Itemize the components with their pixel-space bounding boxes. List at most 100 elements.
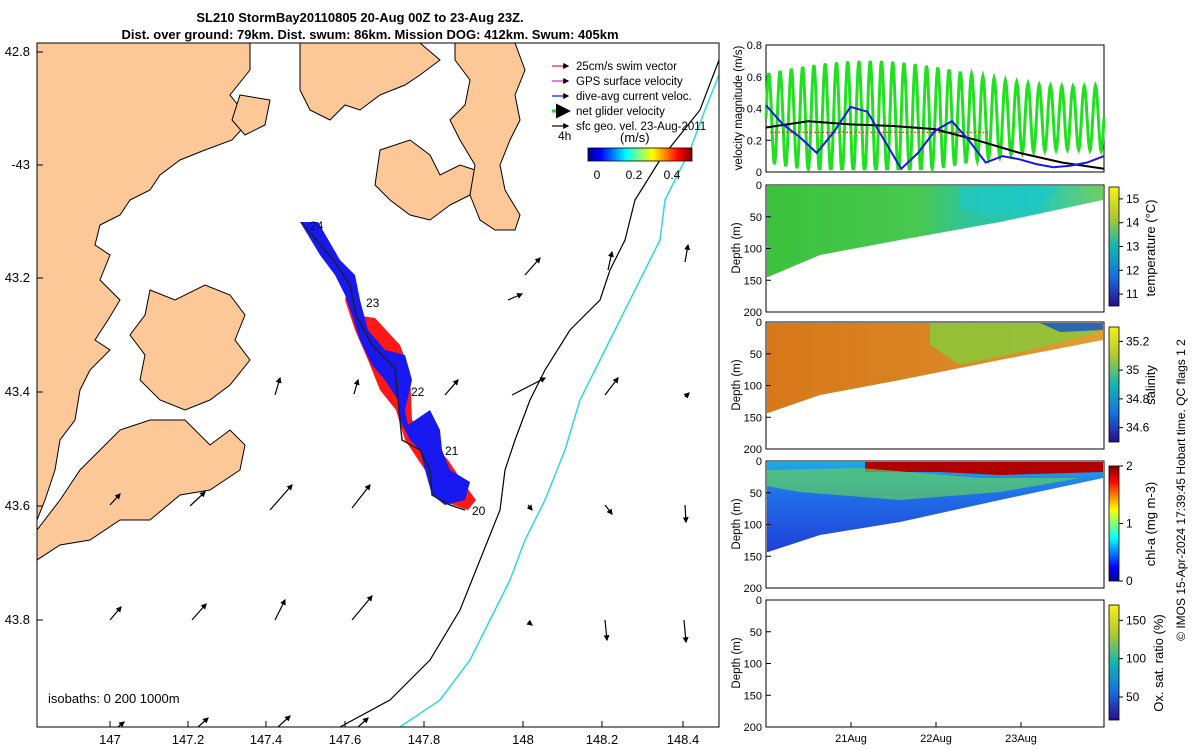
temperature-colorbar [1108,186,1120,307]
side-copyright-label: © IMOS 15-Apr-2024 17:39:45 Hobart time.… [1174,339,1188,641]
map-y-tick-label: 43.6 [5,498,30,513]
map-x-tick-label: 148.4 [667,732,700,747]
colorbar-tick-2: 0.4 [664,168,681,182]
map-y-tick-label: -43 [11,157,30,172]
velocity-arrow [274,598,286,621]
map-y-tick-label: 43.8 [5,612,30,627]
legend-label: dive-avg current veloc. [576,91,692,103]
colorbar-tick-label: 50 [1126,690,1140,704]
land-northeast [299,43,441,121]
velocity-arrow [191,603,207,621]
depth-y-tick-label: 100 [744,244,762,256]
land-small [231,94,271,136]
velocity-arrow [526,504,533,511]
salinity-y-axis: 0 50 100 150 200 [744,317,771,456]
salinity-fresh-patch [930,323,1100,365]
temperature-patch [960,188,1060,215]
oxygen-colorbar-label: Ox. sat. ratio (%) [1151,614,1166,712]
colorbar-tick-label: 11 [1126,287,1139,301]
map-panel: 24 23 22 21 20 [5,42,720,747]
velocity-arrow [511,377,547,396]
velocity-y-tick-label: 0.6 [747,72,762,84]
time-x-tick-label: 23Aug [1005,733,1037,745]
velocity-y-tick-label: 0 [756,167,762,179]
velocity-arrow [444,379,459,396]
sfc-velocity-arrows [109,243,691,727]
scale-label: 4h [558,129,571,143]
chla-y-label: Depth (m) [731,498,743,549]
velocity-arrow [357,717,369,727]
depth-y-tick-label: 100 [744,659,762,671]
map-y-axis: 42.8 -43 43.2 43.4 43.6 43.8 [5,44,43,627]
map-y-tick-label: 43.4 [5,384,30,399]
legend-label: net glider velocity [576,106,665,118]
colorbar-tick-label: 12 [1126,263,1140,277]
chla-y-axis: 0 50 100 150 200 [744,456,771,595]
oxygen-panel: 0 50 100 150 200 Depth (m) 150 100 50 Ox. sat.… [731,595,1166,745]
land-forestier [129,284,251,411]
depth-y-tick-label: 200 [744,444,762,456]
chla-mid-layer [767,468,1080,500]
velocity-arrow [197,717,209,727]
colorbar-tick-label: 0 [1126,574,1133,588]
time-x-axis: 21Aug 22Aug 23Aug [835,722,1037,745]
depth-y-tick-label: 0 [756,317,762,329]
map-x-tick-label: 147.8 [408,732,441,747]
map-x-tick-label: 147.6 [329,732,362,747]
colorbar-tick-label: 2 [1126,459,1133,473]
depth-y-tick-label: 150 [744,412,762,424]
oxygen-panel-frame [765,599,1105,728]
land-tasman [37,419,246,561]
title-line1: SL210 StormBay20110805 20-Aug 00Z to 23-… [196,10,523,25]
isobath-1000 [399,74,719,727]
temperature-panel: 0 50 100 150 200 Depth (m) 15 14 13 12 11 temper… [731,180,1158,319]
salinity-colorbar-ticks: 35.2 35 34.8 34.6 [1119,334,1150,435]
chla-panel: 0 50 100 150 200 Depth (m) 2 1 0 chl-a (mg m-3… [731,456,1158,595]
velocity-arrow [607,250,614,271]
map-x-tick-label: 147.4 [250,732,283,747]
temperature-colorbar-label: temperature (°C) [1143,200,1158,297]
salinity-y-label: Depth (m) [731,359,743,410]
colorbar-tick-label: 100 [1126,652,1146,666]
velocity-arrow [353,378,360,395]
chla-colorbar-label: chl-a (mg m-3) [1143,482,1158,567]
series-sfc-geo-velocity [765,120,1105,170]
track-label-23: 23 [366,296,380,310]
colorbar-tick-label: 150 [1126,613,1146,627]
time-x-tick-label: 21Aug [835,733,867,745]
colorbar-tick-label: 35.2 [1126,334,1150,348]
depth-y-tick-label: 150 [744,690,762,702]
colorbar-tick-label: 14 [1126,216,1140,230]
depth-y-tick-label: 50 [750,349,762,361]
velocity-arrow [604,504,613,515]
title-line2: Dist. over ground: 79km. Dist. swum: 86k… [121,27,618,42]
map-legend: 25cm/s swim vector GPS surface velocity di… [552,61,706,133]
velocity-panel: 0 0.2 0.4 0.6 0.8 velocity magnitude (m/s) [733,40,1106,179]
legend-label: GPS surface velocity [576,76,683,88]
track-label-20: 20 [472,504,486,518]
map-x-tick-label: 147 [99,732,121,747]
velocity-y-tick-label: 0.2 [747,135,762,147]
depth-y-tick-label: 50 [750,627,762,639]
depth-y-tick-label: 150 [744,551,762,563]
legend-label: 25cm/s swim vector [576,61,677,73]
velocity-arrow [277,715,291,727]
depth-y-tick-label: 50 [750,212,762,224]
depth-y-tick-label: 50 [750,488,762,500]
oxygen-y-axis: 0 50 100 150 200 [744,595,771,734]
track-label-24: 24 [310,219,324,233]
velocity-arrow [507,293,524,301]
velocity-arrow [526,619,533,626]
temperature-y-label: Depth (m) [731,222,743,273]
colorbar-tick-label: 1 [1126,517,1133,531]
time-x-tick-label: 22Aug [920,733,952,745]
colorbar-tick-0: 0 [594,168,601,182]
track-label-22: 22 [411,385,425,399]
track-labels: 24 23 22 21 20 [310,219,486,518]
colorbar-tick-label: 34.6 [1126,421,1150,435]
velocity-arrow [274,376,282,396]
velocity-arrow [109,606,122,621]
colorbar-tick-label: 13 [1126,240,1140,254]
velocity-y-label: velocity magnitude (m/s) [733,46,745,171]
